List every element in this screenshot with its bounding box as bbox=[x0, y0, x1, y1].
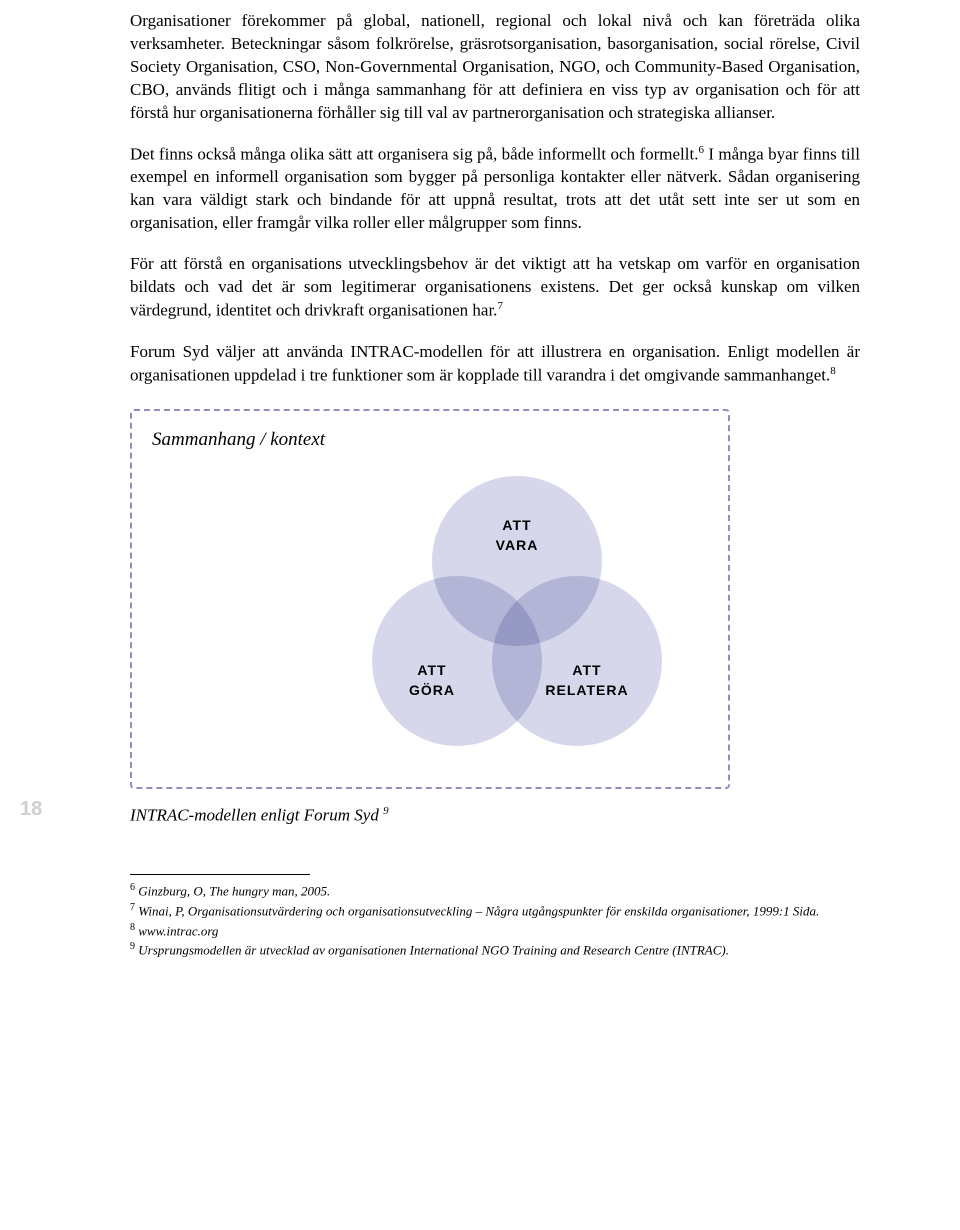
page-number: 18 bbox=[20, 798, 42, 821]
footnote-8: 8 www.intrac.org bbox=[130, 921, 860, 940]
p2-span: Beteckningar såsom folkrörelse, gräsrots… bbox=[130, 34, 860, 122]
footnote-9: 9 Ursprungsmodellen är utvecklad av orga… bbox=[130, 940, 860, 959]
paragraph-4: För att förstå en organisations utveckli… bbox=[130, 253, 860, 322]
paragraph-1: Organisationer förekommer på global, nat… bbox=[130, 10, 860, 125]
fn9-text: Ursprungsmodellen är utvecklad av organi… bbox=[138, 943, 729, 958]
footnote-rule bbox=[130, 874, 310, 875]
p3a-span: Det finns också många olika sätt att org… bbox=[130, 144, 698, 163]
footnote-ref-7: 7 bbox=[497, 300, 503, 312]
diagram-caption: INTRAC-modellen enligt Forum Syd 9 bbox=[130, 805, 860, 826]
label-top-line1: ATT bbox=[502, 517, 531, 533]
venn-label-left: ATT GÖRA bbox=[397, 661, 467, 700]
label-left-line2: GÖRA bbox=[409, 682, 455, 698]
footnotes: 6 Ginzburg, O, The hungry man, 2005. 7 W… bbox=[130, 881, 860, 960]
caption-sup: 9 bbox=[383, 805, 389, 817]
diagram-box: Sammanhang / kontext ATT VARA ATT GÖRA A… bbox=[130, 409, 730, 789]
fn8-text: www.intrac.org bbox=[138, 923, 218, 938]
paragraph-5: Forum Syd väljer att använda INTRAC-mode… bbox=[130, 341, 860, 388]
fn7-text: Winai, P, Organisationsutvärdering och o… bbox=[138, 903, 819, 918]
footnote-6: 6 Ginzburg, O, The hungry man, 2005. bbox=[130, 881, 860, 900]
venn-label-right: ATT RELATERA bbox=[532, 661, 642, 700]
footnote-7: 7 Winai, P, Organisationsutvärdering och… bbox=[130, 901, 860, 920]
label-right-line2: RELATERA bbox=[545, 682, 628, 698]
fn8-sup: 8 bbox=[130, 922, 135, 933]
venn-label-top: ATT VARA bbox=[487, 516, 547, 555]
venn-diagram: ATT VARA ATT GÖRA ATT RELATERA bbox=[357, 476, 677, 776]
paragraph-3: Det finns också många olika sätt att org… bbox=[130, 143, 860, 235]
caption-text: INTRAC-modellen enligt Forum Syd bbox=[130, 806, 379, 825]
diagram-wrapper: Sammanhang / kontext ATT VARA ATT GÖRA A… bbox=[130, 409, 860, 826]
fn6-sup: 6 bbox=[130, 882, 135, 893]
diagram-title: Sammanhang / kontext bbox=[152, 429, 708, 451]
p5a-span: Forum Syd väljer att använda INTRAC-mode… bbox=[130, 342, 860, 385]
fn9-sup: 9 bbox=[130, 941, 135, 952]
label-left-line1: ATT bbox=[417, 662, 446, 678]
p4a-span: För att förstå en organisations utveckli… bbox=[130, 254, 860, 320]
body-text: Organisationer förekommer på global, nat… bbox=[130, 10, 860, 387]
label-right-line1: ATT bbox=[572, 662, 601, 678]
page-content: Organisationer förekommer på global, nat… bbox=[0, 0, 960, 980]
footnote-ref-8: 8 bbox=[830, 365, 836, 377]
fn6-text: Ginzburg, O, The hungry man, 2005. bbox=[138, 883, 330, 898]
label-top-line2: VARA bbox=[496, 537, 539, 553]
fn7-sup: 7 bbox=[130, 902, 135, 913]
